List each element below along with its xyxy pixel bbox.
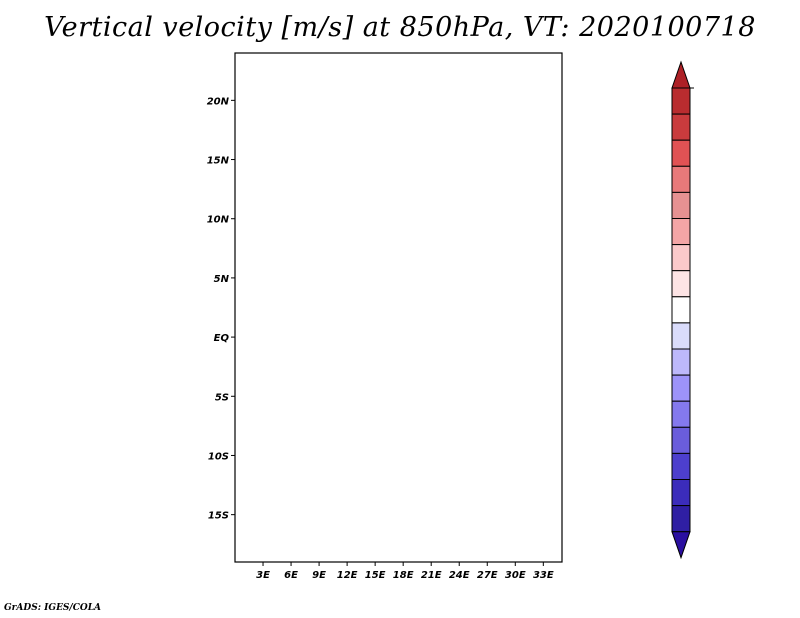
colorbar-swatch [671,191,691,219]
colorbar-swatch [671,322,691,350]
x-tick-label: 12E [337,570,358,581]
colorbar-swatch [671,113,691,141]
x-tick-label: 21E [421,570,442,581]
colorbar-swatch [671,87,691,115]
x-tick-label: 24E [449,570,470,581]
grads-credit: GrADS: IGES/COLA [4,603,102,613]
x-tick-label: 3E [256,570,270,581]
x-tick-label: 18E [393,570,414,581]
x-tick-label: 6E [284,570,298,581]
colorbar-swatch [671,348,691,376]
x-tick-label: 9E [312,570,326,581]
colorbar-over-arrow [671,60,691,89]
colorbar-swatch [671,479,691,507]
colorbar-swatch [671,139,691,167]
colorbar-swatch [671,165,691,193]
y-tick-label: EQ [214,333,230,344]
y-tick-label: 20N [207,96,230,107]
x-axis: 3E 6E 9E 12E 15E 18E 21E 24E 27E 30E 33E [256,562,554,581]
colorbar-swatch [671,374,691,402]
chart-title: Vertical velocity [m/s] at 850hPa, VT: 2… [44,12,756,43]
colorbar-swatch [671,270,691,298]
y-tick-label: 10S [208,451,229,462]
colorbar-swatch [671,244,691,272]
y-tick-label: 5S [215,392,229,403]
colorbar [671,60,694,560]
colorbar-swatch [671,296,691,324]
y-tick-label: 10N [207,215,230,226]
colorbar-swatch [671,218,691,246]
y-tick-label: 5N [214,274,230,285]
x-tick-label: 27E [477,570,498,581]
x-tick-label: 15E [365,570,386,581]
x-tick-label: 33E [533,570,554,581]
colorbar-under-arrow [671,531,691,560]
colorbar-swatch [671,452,691,480]
colorbar-swatch [671,505,691,533]
y-tick-label: 15S [208,511,229,522]
y-tick-label: 15N [207,156,230,167]
colorbar-swatch [671,400,691,428]
map-frame [234,52,563,563]
colorbar-swatch [671,426,691,454]
y-axis: 20N 15N 10N 5N EQ 5S 10S 15S [207,96,235,522]
x-tick-label: 30E [505,570,526,581]
